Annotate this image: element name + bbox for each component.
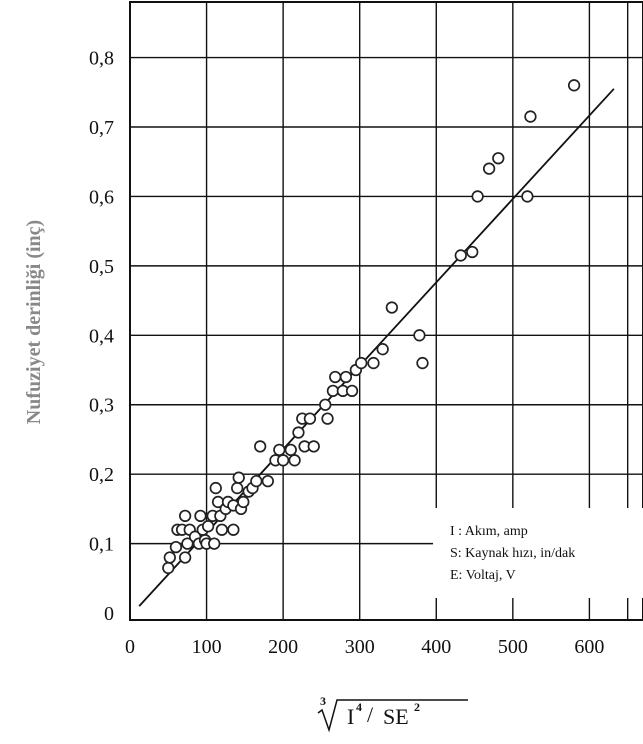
x-tick-label: 400 (421, 636, 451, 658)
y-tick-label: 0,3 (89, 395, 114, 417)
x-tick-label: 0 (125, 636, 135, 658)
data-point (181, 537, 194, 550)
data-point (250, 474, 263, 488)
data-point (288, 454, 301, 467)
data-point (162, 561, 175, 575)
x-axis-label-denominator: SE (383, 704, 409, 729)
legend-box (433, 508, 643, 598)
x-axis-label-slash: / (367, 702, 374, 727)
y-tick-label: 0 (104, 603, 114, 625)
data-point (231, 481, 244, 495)
data-point (321, 412, 334, 425)
data-point (227, 523, 240, 536)
y-tick-label: 0,7 (89, 117, 114, 139)
data-point (169, 540, 183, 554)
data-point (471, 190, 484, 203)
data-point (524, 110, 537, 123)
data-point (194, 509, 207, 522)
y-tick-labels: 0 0,1 0,2 0,3 0,4 0,5 0,6 0,7 0,8 (89, 48, 114, 626)
x-axis-label-numerator: I (347, 704, 354, 729)
y-tick-label: 0,8 (89, 48, 114, 70)
data-point (292, 426, 305, 439)
data-point (284, 443, 297, 457)
x-axis-label-root-index: 3 (320, 694, 326, 708)
data-point (254, 440, 267, 453)
data-point (178, 509, 192, 522)
data-point (319, 398, 332, 411)
data-point (208, 537, 221, 550)
data-point (273, 443, 286, 457)
data-point (339, 370, 353, 384)
data-point (466, 245, 479, 259)
data-point (416, 356, 429, 370)
y-tick-label: 0,6 (89, 186, 114, 208)
x-axis-label-radical-sign (317, 699, 468, 733)
data-point (567, 79, 581, 92)
data-point (303, 412, 317, 425)
data-point (237, 495, 250, 509)
data-point (215, 523, 229, 536)
y-tick-label: 0,2 (89, 464, 114, 486)
data-point (261, 474, 274, 488)
x-tick-label: 600 (574, 636, 604, 658)
x-axis-label-denominator-power: 2 (414, 700, 420, 714)
data-point (307, 440, 320, 453)
y-tick-label: 0,5 (89, 256, 114, 278)
plot-frame (129, 1, 643, 621)
data-point (163, 551, 176, 564)
plot-border (129, 1, 643, 621)
x-axis-label: 3 I 4 / SE 2 (317, 694, 468, 733)
y-axis-label: Nufuziyet derinliği (inç) (23, 220, 45, 424)
x-axis-label-numerator-power: 4 (356, 700, 362, 714)
data-point (376, 343, 389, 356)
scatter-points (162, 79, 581, 575)
legend-entry: S: Kaynak hızı, in/dak (450, 546, 575, 561)
data-point (492, 152, 505, 165)
data-point (454, 249, 467, 262)
x-tick-label: 200 (268, 636, 298, 658)
legend: I : Akım, amp S: Kaynak hızı, in/dak E: Vo… (433, 508, 643, 598)
grid-lines (130, 2, 643, 620)
data-point (329, 370, 342, 384)
data-point (209, 481, 222, 495)
data-point (326, 384, 340, 398)
data-point (521, 190, 534, 203)
legend-entry: E: Voltaj, V (450, 568, 516, 583)
data-point (355, 356, 368, 370)
x-tick-label: 300 (345, 636, 375, 658)
data-point (178, 551, 192, 564)
legend-entry: I : Akım, amp (450, 524, 528, 539)
data-point (367, 356, 380, 370)
y-tick-label: 0,4 (89, 325, 114, 347)
data-point (482, 162, 496, 175)
x-tick-labels: 0 100 200 300 400 500 600 (125, 636, 604, 658)
x-tick-label: 500 (498, 636, 528, 658)
data-point (385, 301, 399, 314)
x-tick-label: 100 (192, 636, 222, 658)
data-point (413, 329, 426, 342)
data-point (201, 520, 215, 533)
data-point (345, 384, 359, 398)
data-point (232, 471, 245, 484)
data-point (276, 454, 290, 467)
y-tick-label: 0,1 (89, 534, 114, 556)
